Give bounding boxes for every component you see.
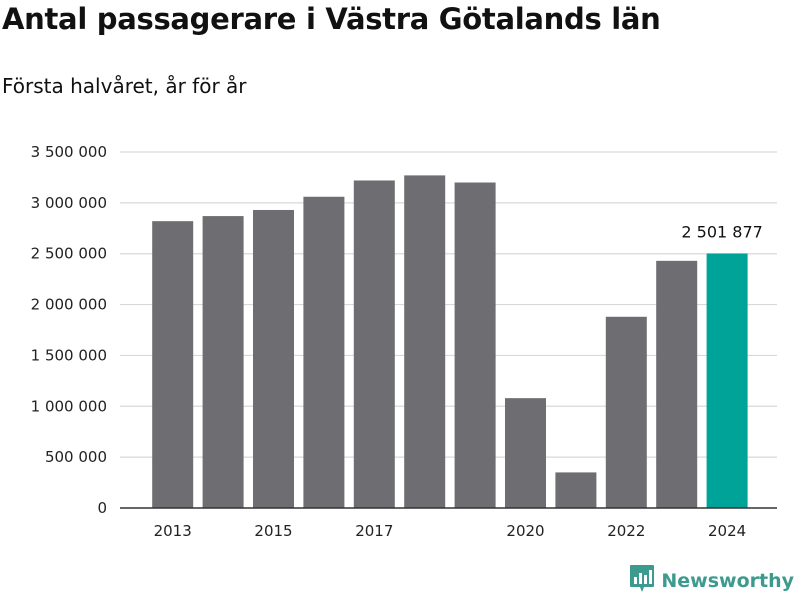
bar (605, 316, 647, 508)
newsworthy-chart-bubble-icon (629, 564, 655, 598)
y-axis-tick-labels: 0 500 000 1 000 000 1 500 000 2 000 000 2 500… (31, 143, 107, 517)
bar (152, 221, 194, 508)
y-tick-label: 1 500 000 (31, 346, 107, 364)
newsworthy-logo: Newsworthy (629, 564, 794, 598)
bar (303, 196, 345, 509)
y-tick-label: 500 000 (45, 448, 107, 466)
bar (656, 260, 698, 508)
x-tick-label: 2017 (355, 522, 393, 540)
bar (454, 182, 496, 508)
data-labels: 2 501 877 (681, 223, 762, 242)
bar (706, 253, 748, 508)
brand-name: Newsworthy (661, 570, 794, 592)
data-label: 2 501 877 (681, 223, 762, 242)
chart-subtitle: Första halvåret, år för år (2, 74, 247, 98)
x-tick-label: 2015 (254, 522, 292, 540)
y-tick-label: 3 000 000 (31, 194, 107, 212)
bar (253, 209, 294, 508)
x-tick-label: 2013 (154, 522, 192, 540)
x-tick-label: 2020 (506, 522, 544, 540)
y-tick-label: 0 (97, 499, 107, 517)
bar (202, 216, 244, 508)
y-tick-label: 2 000 000 (31, 296, 107, 314)
bar-chart: 0 500 000 1 000 000 1 500 000 2 000 000 2 500… (31, 143, 777, 540)
bars (152, 175, 748, 509)
bar (505, 398, 546, 508)
x-axis-tick-labels: 2013 2015 2017 2020 2022 2024 (154, 522, 747, 540)
chart-title: Antal passagerare i Västra Götalands län (2, 2, 661, 36)
y-tick-label: 3 500 000 (31, 143, 107, 161)
x-tick-label: 2022 (607, 522, 645, 540)
y-tick-label: 2 500 000 (31, 245, 107, 263)
bar (555, 472, 597, 508)
x-tick-label: 2024 (708, 522, 746, 540)
bar (404, 175, 446, 508)
y-tick-label: 1 000 000 (31, 397, 107, 415)
bar (353, 180, 395, 509)
